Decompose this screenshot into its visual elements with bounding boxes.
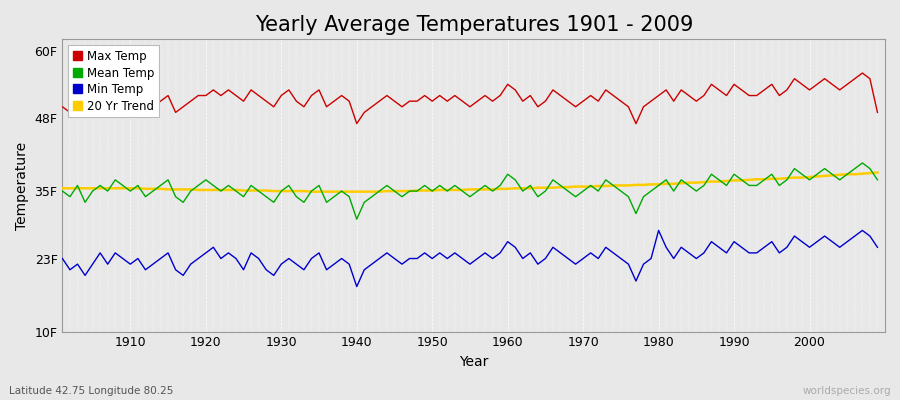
Line: Max Temp: Max Temp	[62, 73, 878, 124]
20 Yr Trend	[600, 184, 611, 188]
Max Temp	[351, 121, 362, 126]
20 Yr Trend	[117, 186, 128, 191]
X-axis label: Year: Year	[459, 355, 489, 369]
Mean Temp	[600, 178, 611, 182]
Mean Temp	[117, 183, 128, 188]
Min Temp	[502, 239, 513, 244]
Text: Latitude 42.75 Longitude 80.25: Latitude 42.75 Longitude 80.25	[9, 386, 174, 396]
20 Yr Trend	[502, 186, 513, 191]
Title: Yearly Average Temperatures 1901 - 2009: Yearly Average Temperatures 1901 - 2009	[255, 15, 693, 35]
20 Yr Trend	[57, 186, 68, 191]
20 Yr Trend	[872, 170, 883, 175]
Min Temp	[653, 228, 664, 233]
Line: Mean Temp: Mean Temp	[62, 163, 878, 219]
Min Temp	[600, 245, 611, 250]
Mean Temp	[284, 183, 294, 188]
Min Temp	[509, 245, 520, 250]
Y-axis label: Temperature: Temperature	[15, 141, 29, 230]
Min Temp	[872, 245, 883, 250]
Max Temp	[502, 82, 513, 87]
Legend: Max Temp, Mean Temp, Min Temp, 20 Yr Trend: Max Temp, Mean Temp, Min Temp, 20 Yr Tre…	[68, 45, 159, 117]
Max Temp	[872, 110, 883, 115]
Line: 20 Yr Trend: 20 Yr Trend	[62, 172, 878, 192]
Mean Temp	[509, 178, 520, 182]
Max Temp	[284, 88, 294, 92]
Max Temp	[600, 88, 611, 92]
Max Temp	[857, 71, 868, 76]
Max Temp	[509, 88, 520, 92]
Mean Temp	[502, 172, 513, 177]
Max Temp	[328, 99, 339, 104]
Max Temp	[117, 99, 128, 104]
Mean Temp	[57, 189, 68, 194]
20 Yr Trend	[509, 186, 520, 191]
Min Temp	[328, 262, 339, 266]
Mean Temp	[872, 178, 883, 182]
Min Temp	[57, 256, 68, 261]
Min Temp	[117, 256, 128, 261]
20 Yr Trend	[306, 189, 317, 194]
Mean Temp	[328, 194, 339, 199]
Min Temp	[351, 284, 362, 289]
Min Temp	[284, 256, 294, 261]
20 Yr Trend	[337, 189, 347, 194]
Text: worldspecies.org: worldspecies.org	[803, 386, 891, 396]
Mean Temp	[351, 217, 362, 222]
Mean Temp	[857, 160, 868, 165]
Line: Min Temp: Min Temp	[62, 230, 878, 287]
Max Temp	[57, 104, 68, 109]
20 Yr Trend	[284, 189, 294, 194]
